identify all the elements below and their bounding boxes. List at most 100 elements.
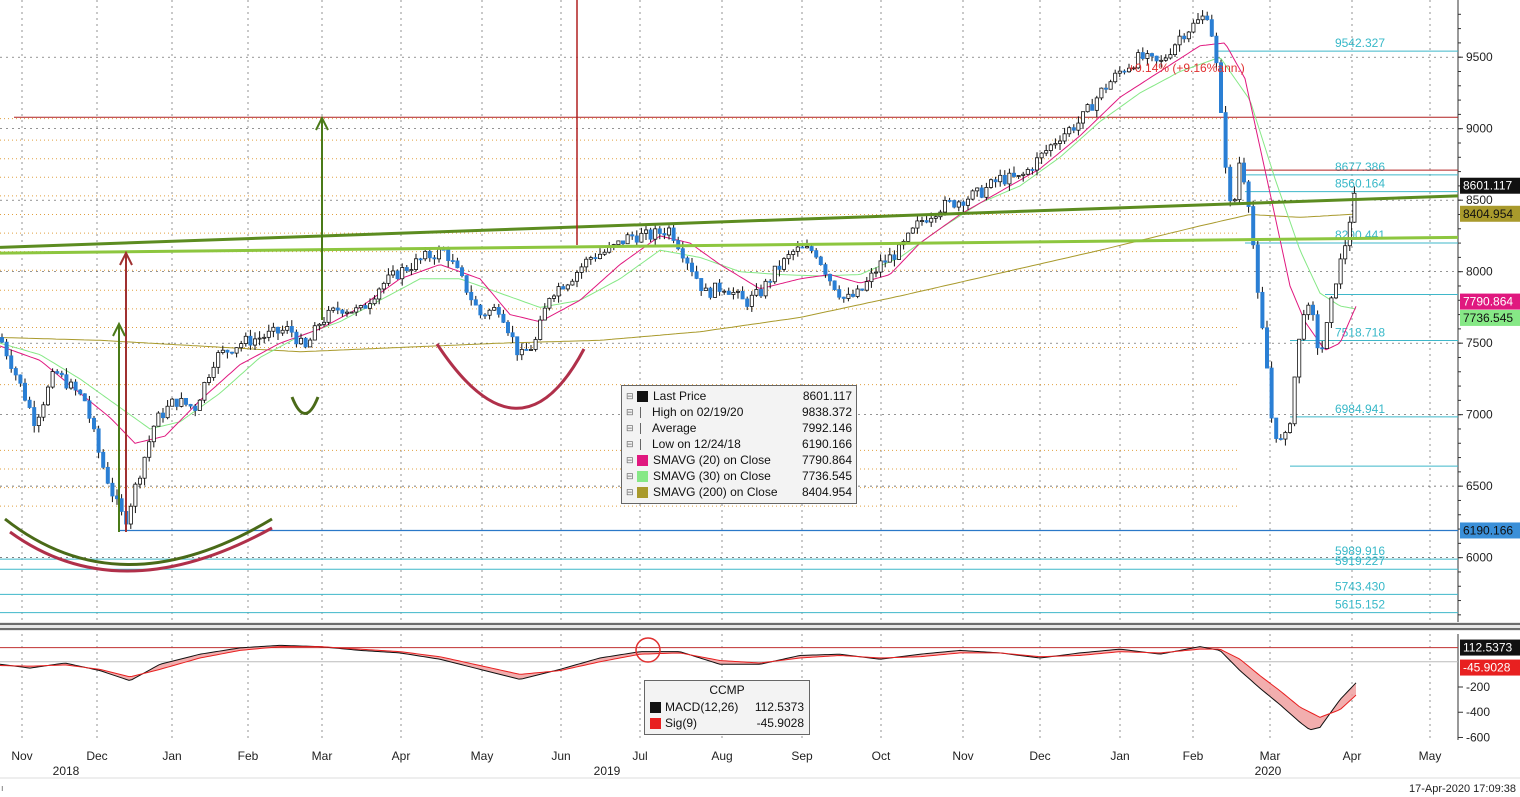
legend-swatch (637, 470, 648, 482)
legend-swatch (640, 422, 647, 434)
price-tag-last-bg (1460, 177, 1520, 194)
price-tag-sma20: 7790.864 (1463, 295, 1513, 309)
candle-body (64, 374, 69, 389)
x-tick-label: Nov (952, 749, 973, 763)
candle-body (289, 326, 294, 333)
macd-tag-macd-bg (1460, 639, 1520, 656)
candle-body (432, 257, 437, 260)
x-tick-label: Feb (238, 749, 259, 763)
collapse-icon[interactable]: ⊟ (626, 422, 634, 433)
collapse-icon[interactable]: ⊟ (626, 406, 634, 417)
candle-body (1334, 283, 1339, 299)
candle-body (252, 338, 257, 346)
price-tag-last: 8601.117 (1463, 179, 1512, 193)
candle-body (271, 326, 276, 332)
candle-body (584, 258, 589, 268)
collapse-icon[interactable]: ⊟ (626, 470, 634, 481)
collapse-icon[interactable]: ⊟ (626, 454, 634, 465)
candle-body (1246, 181, 1251, 207)
candle-body (579, 266, 584, 273)
signal-value: -45.9028 (756, 716, 804, 730)
candle-body (446, 248, 451, 261)
collapse-icon[interactable]: ⊟ (626, 390, 634, 401)
candle-body (1237, 162, 1242, 201)
candle-body (243, 335, 248, 345)
candle-body (464, 275, 469, 293)
candle-body (621, 240, 626, 245)
legend-row: ⊟ High on 02/19/20 9838.372 (626, 404, 852, 420)
candle-body (505, 321, 510, 334)
candle-body (59, 372, 64, 376)
price-tick-label: 9500 (1466, 50, 1493, 64)
candle-body (1067, 127, 1072, 135)
macd-swatch (650, 701, 661, 713)
candle-body (55, 371, 60, 374)
candle-body (814, 250, 819, 258)
price-legend[interactable]: ⊟ Last Price 8601.117 ⊟ High on 02/19/20 9838… (621, 385, 857, 504)
candle-body (211, 366, 216, 378)
candle-body (864, 281, 869, 291)
candle-body (27, 399, 32, 408)
candle-body (303, 337, 308, 348)
candle-body (703, 287, 708, 291)
candle-body (386, 274, 391, 284)
candle-body (1347, 221, 1352, 247)
macd-tick-label: -400 (1466, 705, 1490, 719)
candle-body (1044, 150, 1049, 154)
candle-body (101, 451, 106, 468)
legend-value: 8601.117 (802, 389, 852, 403)
x-tick-label: Dec (86, 749, 107, 763)
red-cup-curve (9, 526, 273, 573)
legend-swatch (637, 486, 648, 498)
candle-body (473, 299, 478, 306)
candle-body (823, 264, 828, 275)
candle-body (128, 505, 133, 525)
candle-body (924, 220, 929, 223)
candle-body (1150, 53, 1155, 57)
legend-label: Average (652, 421, 697, 435)
candle-body (671, 227, 676, 241)
price-tick-label: 6000 (1466, 551, 1493, 565)
candle-body (423, 250, 428, 260)
legend-value: 6190.166 (801, 437, 852, 451)
candle-body (1173, 44, 1178, 56)
macd-tag-macd: 112.5373 (1463, 641, 1512, 655)
legend-row: ⊟ SMAVG (20) on Close 7790.864 (626, 452, 852, 468)
candle-body (179, 397, 184, 407)
price-tick-label: 8500 (1466, 193, 1493, 207)
x-tick-label: Aug (711, 749, 732, 763)
collapse-icon[interactable]: ⊟ (626, 438, 634, 449)
candle-body (897, 244, 902, 260)
candle-body (1094, 97, 1099, 111)
candle-body (1200, 15, 1205, 21)
candle-body (354, 307, 359, 313)
candle-body (1274, 417, 1279, 439)
candle-body (961, 201, 966, 206)
candle-body (400, 267, 405, 280)
green-up-arrow-small-head (112, 321, 126, 337)
candle-body (183, 397, 188, 405)
candle-body (846, 293, 851, 299)
candle-body (492, 307, 497, 311)
candle-body (1159, 59, 1164, 62)
candle-body (552, 295, 557, 299)
macd-highlight-circle (635, 637, 661, 663)
candle-body (1021, 173, 1026, 176)
collapse-icon[interactable]: ⊟ (626, 486, 634, 497)
candle-body (32, 407, 37, 427)
candle-body (1099, 87, 1104, 99)
panel-separator (0, 622, 1520, 631)
candle-body (874, 271, 879, 274)
candle-body (1301, 314, 1306, 340)
candle-body (46, 386, 51, 406)
macd-legend[interactable]: CCMP MACD(12,26) 112.5373 Sig(9) -45.902… (644, 680, 810, 735)
candle-body (588, 257, 593, 260)
candle-body (920, 220, 925, 222)
macd-tag-signal-bg (1460, 659, 1520, 676)
candle-body (321, 321, 326, 325)
price-tag-sma30-bg (1460, 309, 1520, 326)
candle-body (69, 381, 74, 389)
candle-body (731, 291, 736, 295)
candle-body (1182, 35, 1187, 40)
macd-label: MACD(12,26) (665, 700, 739, 714)
